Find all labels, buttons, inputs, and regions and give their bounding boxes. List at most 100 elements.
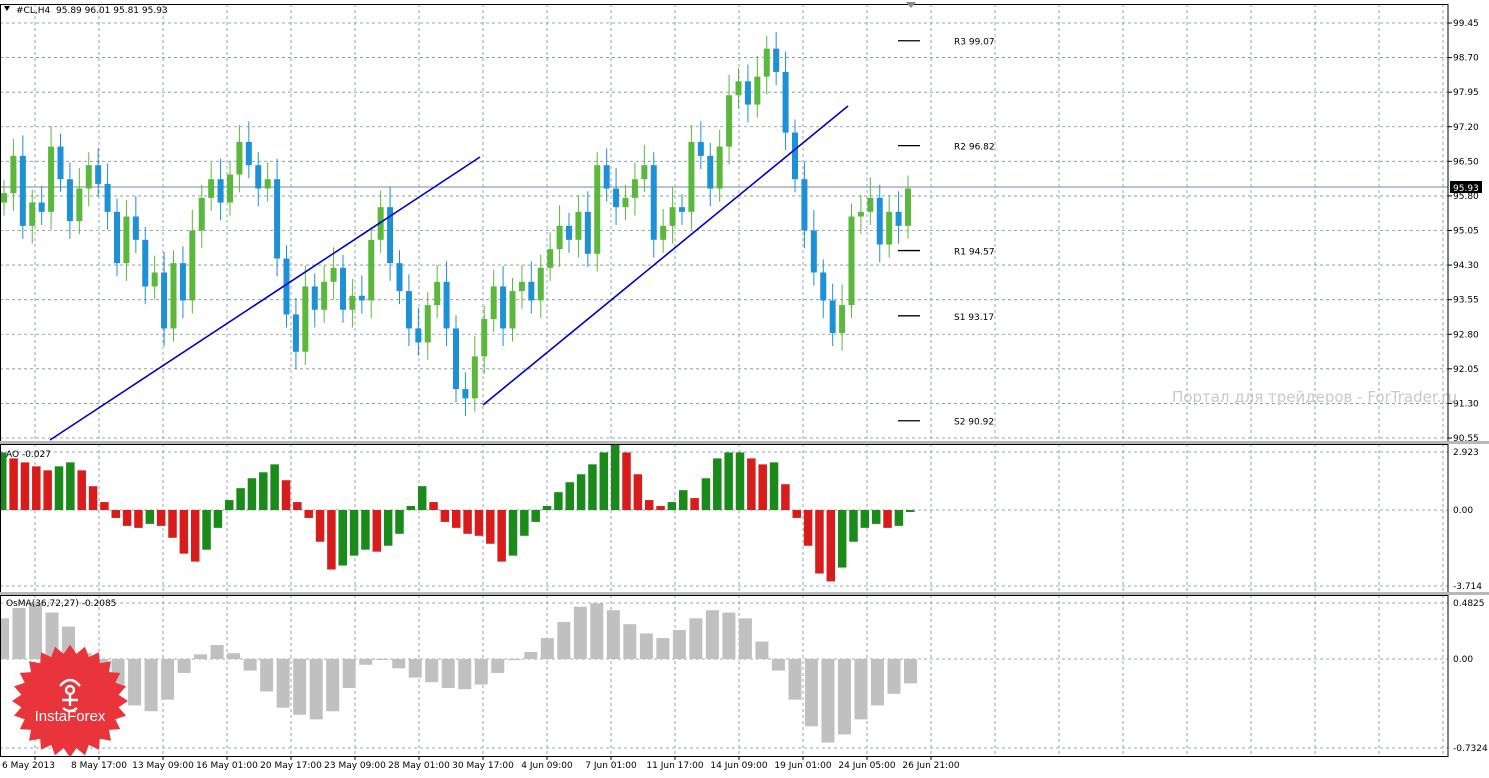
ao-bar bbox=[406, 506, 416, 510]
ao-bar bbox=[758, 464, 767, 510]
pivot-label: R2 96.82 bbox=[954, 143, 995, 153]
candle-body bbox=[95, 165, 102, 184]
candle-body bbox=[603, 165, 610, 189]
ao-bar bbox=[565, 482, 574, 510]
ao-bar bbox=[259, 472, 268, 510]
ao-bar bbox=[497, 510, 506, 562]
candle-body bbox=[471, 356, 478, 399]
candle-body bbox=[453, 328, 459, 390]
candle-body bbox=[132, 216, 139, 240]
shift-marker-icon[interactable] bbox=[906, 2, 916, 8]
osma-bar bbox=[276, 659, 290, 708]
ao-bar bbox=[225, 500, 234, 510]
ao-bar bbox=[383, 510, 393, 546]
ao-bar bbox=[508, 510, 518, 556]
price-axis-label: 98.70 bbox=[1453, 54, 1479, 64]
ao-bar bbox=[270, 464, 279, 510]
ao-bar bbox=[486, 510, 495, 544]
ao-bar bbox=[610, 444, 620, 510]
candle-body bbox=[763, 48, 770, 77]
osma-bar bbox=[623, 624, 637, 659]
candle-body bbox=[716, 146, 723, 189]
osma-bar bbox=[705, 610, 719, 659]
osma-bar bbox=[491, 659, 505, 673]
trendline-2[interactable] bbox=[482, 105, 849, 406]
trendline-1[interactable] bbox=[49, 156, 481, 441]
osma-bar bbox=[689, 618, 703, 659]
candle-body bbox=[424, 305, 431, 343]
chart-header: #CL,H4 bbox=[16, 6, 50, 16]
osma-bar bbox=[210, 645, 224, 659]
ao-bar bbox=[713, 458, 722, 510]
price-axis-label: 96.50 bbox=[1453, 157, 1479, 167]
current-price-tag: 95.93 bbox=[1450, 181, 1482, 194]
ao-bar bbox=[871, 510, 881, 524]
ao-bar bbox=[54, 466, 64, 510]
osma-bar bbox=[887, 659, 901, 694]
osma-bar bbox=[12, 607, 26, 659]
ao-histogram bbox=[0, 444, 915, 582]
candle-body bbox=[735, 81, 742, 96]
candle-body bbox=[123, 216, 130, 264]
candle-body bbox=[405, 291, 412, 329]
osma-bar bbox=[854, 659, 868, 720]
candle-body bbox=[227, 174, 233, 203]
badge-label: InstaForex bbox=[34, 708, 106, 725]
osma-bar bbox=[804, 659, 818, 727]
ao-bar bbox=[724, 452, 733, 510]
price-axis-label: 91.30 bbox=[1453, 399, 1479, 409]
osma-bar bbox=[540, 638, 554, 659]
candle-body bbox=[349, 295, 356, 310]
osma-bar bbox=[0, 618, 9, 659]
candle-body bbox=[85, 165, 92, 189]
candle-body bbox=[688, 141, 695, 212]
candle-body bbox=[829, 300, 836, 334]
ao-bar bbox=[111, 510, 120, 518]
candle-body bbox=[857, 211, 864, 217]
candle-body bbox=[19, 155, 26, 226]
ao-bar bbox=[837, 510, 847, 568]
osma-bar bbox=[837, 659, 851, 735]
candle-body bbox=[377, 207, 384, 240]
candle-body bbox=[679, 207, 685, 212]
price-axis-label: 95.05 bbox=[1453, 227, 1479, 237]
price-axis-label: 90.55 bbox=[1453, 434, 1479, 444]
candle-body bbox=[198, 197, 205, 231]
ao-title: AO -0.027 bbox=[6, 450, 51, 460]
candle-body bbox=[886, 211, 893, 245]
candle-body bbox=[387, 207, 394, 264]
candle-body bbox=[518, 281, 525, 292]
ao-bar bbox=[293, 502, 302, 510]
candle-body bbox=[895, 211, 902, 226]
candle-body bbox=[104, 183, 111, 212]
candle-body bbox=[264, 179, 271, 189]
ao-bar bbox=[190, 510, 200, 562]
osma-bar bbox=[590, 603, 604, 659]
candle-body bbox=[321, 281, 328, 310]
ao-bar bbox=[361, 510, 370, 550]
osma-axis-label: 0.00 bbox=[1453, 655, 1473, 665]
candle-body bbox=[170, 263, 177, 329]
watermark-text: Портал для трейдеров - ForTrader.ru bbox=[1172, 388, 1458, 406]
price-axis-label: 93.55 bbox=[1453, 296, 1479, 306]
ao-bar bbox=[690, 498, 699, 510]
candle-body bbox=[876, 197, 883, 245]
candle-body bbox=[179, 263, 186, 301]
menu-triangle-icon[interactable] bbox=[4, 6, 10, 11]
time-axis-label: 14 Jun 09:00 bbox=[710, 761, 767, 771]
candle-body bbox=[820, 272, 827, 301]
candle-body bbox=[669, 207, 676, 226]
osma-bar bbox=[227, 653, 241, 659]
osma-bar bbox=[326, 659, 340, 712]
candle-body bbox=[245, 141, 252, 166]
candle-body bbox=[66, 179, 73, 222]
ao-bar bbox=[247, 478, 257, 510]
candle-body bbox=[358, 295, 365, 301]
osma-bar bbox=[359, 659, 373, 665]
candle-body bbox=[631, 179, 638, 198]
time-axis-label: 13 May 09:00 bbox=[132, 761, 194, 771]
candle-body bbox=[396, 263, 403, 292]
candle-body bbox=[236, 141, 243, 175]
